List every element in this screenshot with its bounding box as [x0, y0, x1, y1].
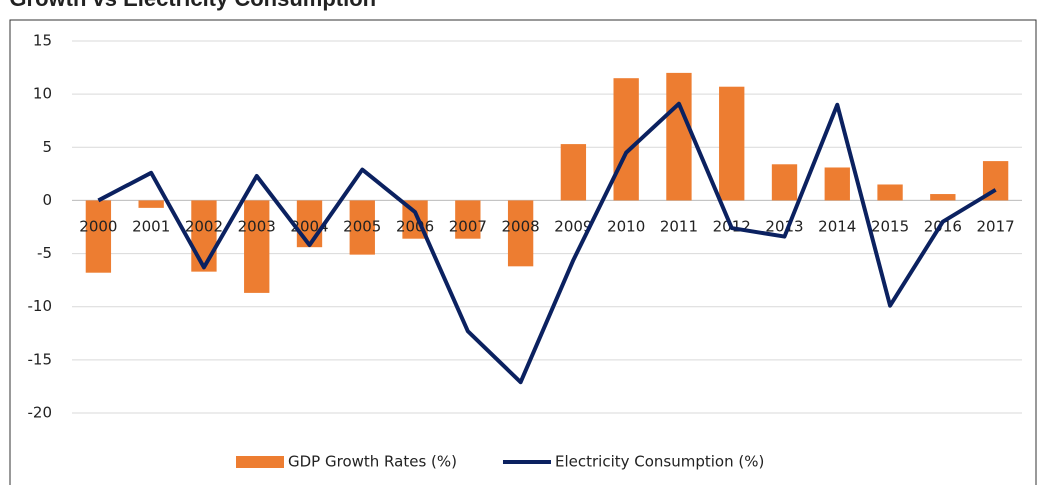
y-tick-label: -15 [28, 350, 53, 368]
bar [666, 72, 692, 201]
x-tick-label: 2006 [396, 218, 434, 236]
bar [560, 144, 587, 201]
bar [349, 200, 375, 255]
bar [191, 200, 217, 272]
x-tick-label: 2003 [238, 218, 276, 236]
x-tick-label: 2009 [554, 218, 592, 236]
y-tick-label: -10 [28, 297, 53, 315]
legend-label: GDP Growth Rates (%) [288, 453, 457, 471]
bar [85, 200, 112, 273]
x-tick-label: 2010 [607, 218, 645, 236]
x-tick-label: 2007 [449, 218, 487, 236]
bar [930, 194, 956, 201]
y-tick-label: -5 [37, 244, 52, 262]
y-tick-label: -20 [28, 404, 53, 422]
bar [138, 200, 164, 208]
y-tick-label: 5 [42, 138, 52, 156]
line [97, 101, 997, 385]
legend-label: Electricity Consumption (%) [555, 453, 764, 471]
x-tick-label: 2017 [977, 218, 1015, 236]
x-tick-label: 2014 [818, 218, 856, 236]
y-tick-label: 0 [42, 191, 52, 209]
y-tick-label: 15 [33, 32, 52, 50]
bar [613, 78, 639, 201]
bar [877, 184, 903, 201]
chart-title: GDP Growth vs Electricity Consumption [0, 0, 376, 11]
x-tick-label: 2015 [871, 218, 909, 236]
x-tick-label: 2001 [132, 218, 170, 236]
x-tick-label: 2013 [765, 218, 803, 236]
x-tick-label: 2000 [79, 218, 117, 236]
x-tick-label: 2002 [185, 218, 223, 236]
bar [507, 200, 534, 267]
y-tick-label: 10 [33, 85, 52, 103]
x-tick-label: 2011 [660, 218, 698, 236]
bar [719, 86, 745, 201]
x-tick-label: 2008 [502, 218, 540, 236]
bar [296, 200, 323, 248]
x-tick-label: 2005 [343, 218, 381, 236]
bar [244, 200, 270, 293]
legend-swatch [236, 456, 284, 468]
bar [771, 164, 798, 201]
bar [455, 200, 481, 239]
x-tick-label: 2016 [924, 218, 962, 236]
bar [824, 167, 850, 201]
